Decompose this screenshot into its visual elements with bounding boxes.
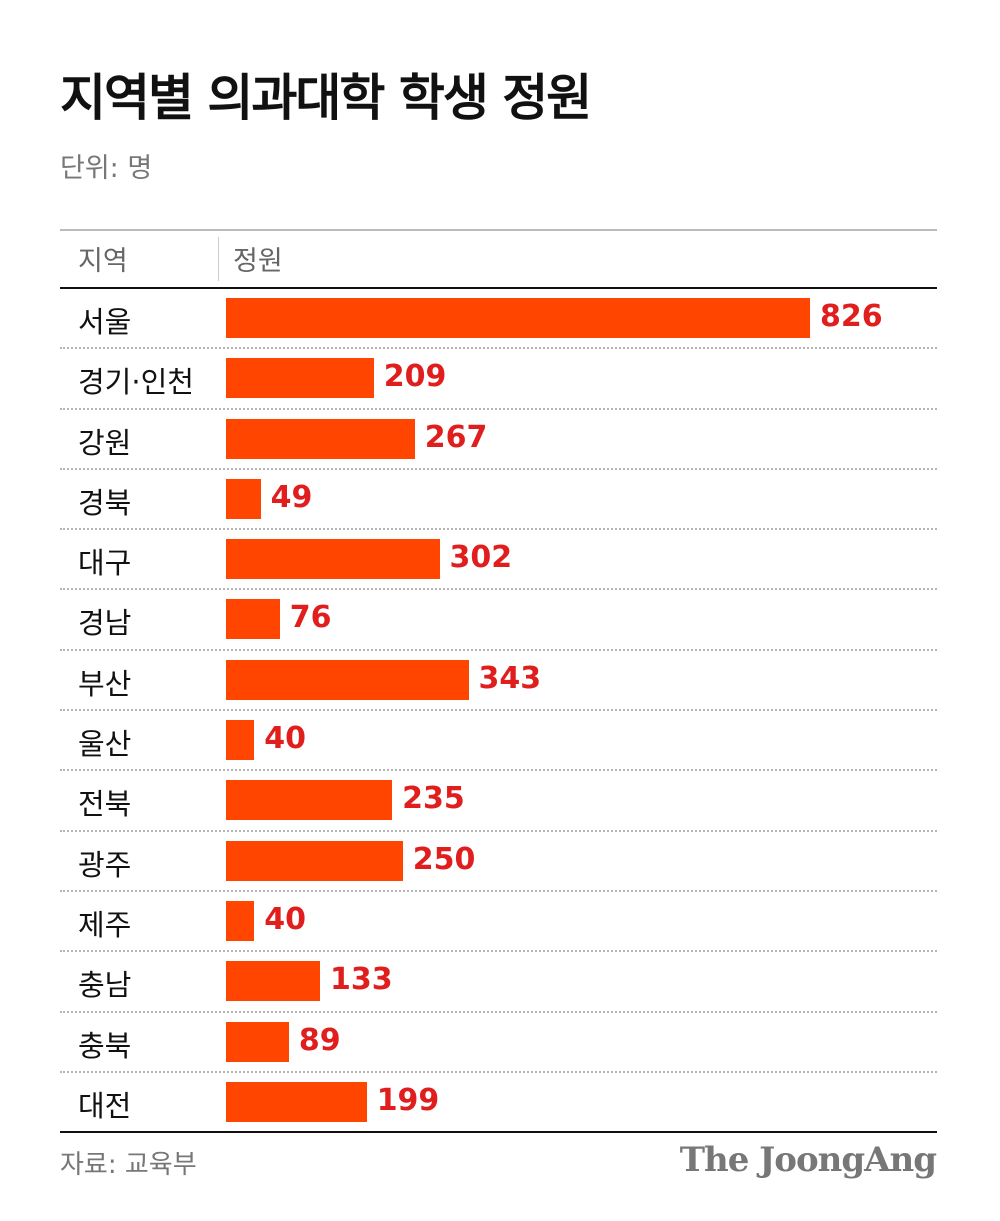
bar-row: 서울 826 xyxy=(60,289,937,350)
unit-label: 단위: 명 xyxy=(60,153,153,184)
bar-row: 울산 40 xyxy=(60,711,937,772)
bar-row: 부산 343 xyxy=(60,651,937,712)
bar xyxy=(226,298,810,338)
bar xyxy=(226,1021,289,1062)
category-label: 충남 xyxy=(78,968,132,1003)
bar xyxy=(226,539,440,580)
value-label: 826 xyxy=(820,299,883,334)
category-label: 충북 xyxy=(78,1028,132,1063)
bar xyxy=(226,840,403,881)
bar xyxy=(226,961,321,1002)
bar xyxy=(226,418,415,459)
header-value: 정원 xyxy=(233,246,283,277)
category-label: 대구 xyxy=(78,546,132,581)
category-label: 경북 xyxy=(78,485,132,520)
value-label: 89 xyxy=(298,1022,341,1058)
value-label: 199 xyxy=(376,1082,440,1118)
value-label: 133 xyxy=(330,962,393,998)
category-label: 부산 xyxy=(78,666,132,701)
category-label: 서울 xyxy=(78,305,132,339)
bar-row: 경남 76 xyxy=(60,590,937,651)
category-label: 전북 xyxy=(78,787,132,822)
bar xyxy=(226,900,255,941)
value-label: 302 xyxy=(449,540,513,576)
bar xyxy=(226,720,255,761)
value-label: 235 xyxy=(402,781,465,817)
bar-row: 강원 267 xyxy=(60,410,937,470)
category-label: 울산 xyxy=(78,727,132,762)
value-label: 250 xyxy=(412,841,476,877)
source-note: 자료: 교육부 xyxy=(60,1150,197,1180)
bar-row: 광주 250 xyxy=(60,832,937,892)
category-label: 경남 xyxy=(78,606,132,641)
bar xyxy=(226,1081,367,1122)
table-header: 지역 정원 xyxy=(60,231,937,289)
bar-row: 충북 89 xyxy=(60,1013,937,1073)
bar-row: 대전 199 xyxy=(60,1073,937,1134)
value-label: 40 xyxy=(264,901,307,937)
bar-row: 충남 133 xyxy=(60,952,937,1013)
bar xyxy=(226,599,280,640)
value-label: 76 xyxy=(289,600,332,636)
header-separator xyxy=(218,237,219,281)
category-label: 대전 xyxy=(78,1088,132,1123)
bar-rows: 서울 826 경기·인천 209 강원 267 경북 49 대구 302 경남 76 부산 343 울산 40… xyxy=(60,289,937,1134)
chart-title: 지역별 의과대학 학생 정원 xyxy=(60,69,592,127)
bar xyxy=(226,659,469,700)
value-label: 40 xyxy=(264,721,307,757)
bar-row: 경북 49 xyxy=(60,470,937,531)
bar xyxy=(226,358,374,399)
header-region: 지역 xyxy=(78,246,128,277)
bar-row: 전북 235 xyxy=(60,771,937,832)
category-label: 광주 xyxy=(78,847,132,882)
bar-row: 경기·인천 209 xyxy=(60,349,937,410)
category-label: 강원 xyxy=(78,425,132,460)
bar xyxy=(226,478,261,519)
value-label: 343 xyxy=(478,660,542,696)
bar-row: 대구 302 xyxy=(60,530,937,591)
value-label: 49 xyxy=(270,479,313,515)
bar xyxy=(226,780,393,821)
bar-row: 제주 40 xyxy=(60,892,937,953)
value-label: 209 xyxy=(383,359,447,395)
category-label: 경기·인천 xyxy=(78,365,194,400)
bar-chart-table: 지역 정원 서울 826 경기·인천 209 강원 267 경북 49 대구 302 경남 76 부산 3… xyxy=(60,229,937,1134)
category-label: 제주 xyxy=(78,907,132,942)
value-label: 267 xyxy=(424,419,488,455)
brand-logo: The JoongAng xyxy=(679,1140,937,1180)
